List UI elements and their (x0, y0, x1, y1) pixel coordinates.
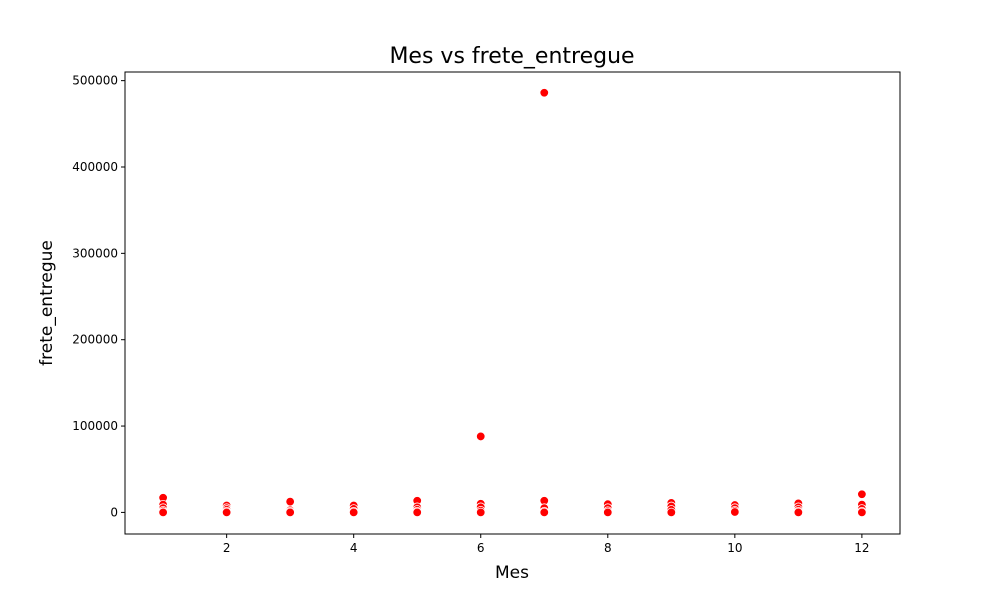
data-points (158, 88, 867, 518)
chart-title: Mes vs frete_entregue (389, 44, 634, 69)
y-tick-label: 0 (110, 505, 118, 519)
data-point (539, 507, 549, 518)
x-tick-label: 6 (477, 541, 485, 555)
data-point (221, 507, 232, 518)
x-tick-label: 10 (727, 541, 742, 555)
y-axis-label: frete_entregue (37, 240, 57, 366)
y-tick-label: 100000 (72, 419, 118, 433)
x-tick-label: 4 (350, 541, 358, 555)
data-point (158, 507, 168, 518)
x-tick-label: 12 (854, 541, 869, 555)
data-point (857, 489, 867, 499)
plot-frame (124, 71, 901, 535)
x-tick-label: 8 (604, 541, 612, 555)
y-tick-label: 300000 (72, 246, 118, 260)
data-point (476, 431, 486, 442)
data-point (285, 507, 295, 518)
data-point (476, 507, 486, 518)
data-point (857, 507, 867, 518)
data-point (603, 507, 613, 518)
y-tick-label: 200000 (72, 333, 118, 347)
data-point (412, 507, 422, 518)
axis-ticks: 2 4 6 8 10 12 0 100000 200000 300000 400000 500000 (72, 74, 869, 555)
data-point (348, 507, 359, 518)
data-point (285, 496, 295, 507)
data-point (793, 507, 804, 518)
x-axis-label: Mes (495, 563, 529, 583)
data-point (730, 507, 740, 517)
y-tick-label: 500000 (72, 74, 118, 88)
data-point (539, 88, 549, 98)
y-tick-label: 400000 (72, 160, 118, 174)
x-tick-label: 2 (223, 541, 231, 555)
data-point (666, 507, 677, 518)
